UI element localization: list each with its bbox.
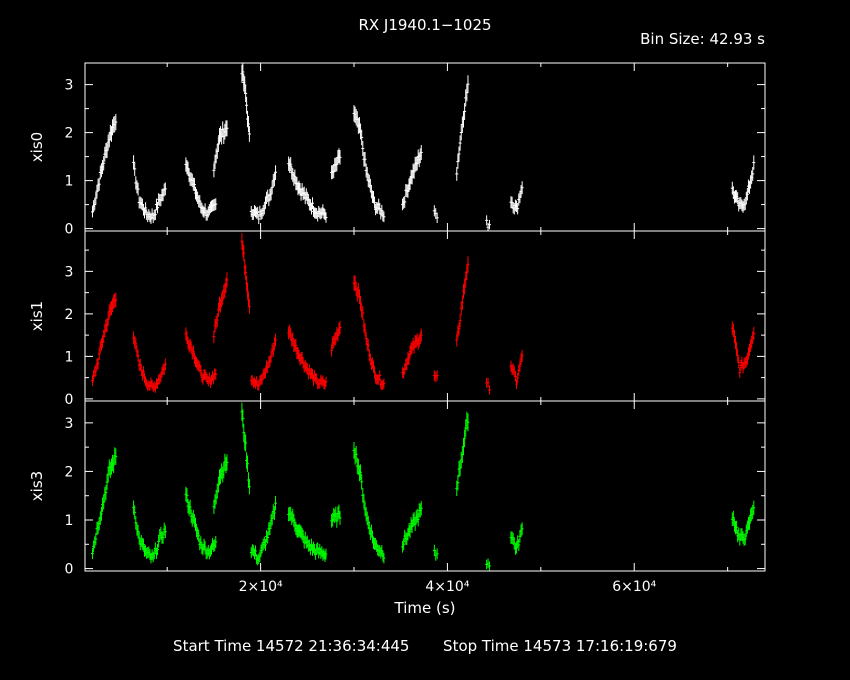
y-tick-label-xis3: 3 <box>65 416 74 432</box>
panel-frame-xis1 <box>84 230 766 402</box>
y-tick-label-xis3: 0 <box>65 562 74 578</box>
chart-title: RX J1940.1−1025 <box>358 16 492 34</box>
y-axis-label-xis0: xis0 <box>28 132 46 162</box>
y-axis-label-xis1: xis1 <box>28 301 46 331</box>
x-axis-label: Time (s) <box>394 599 456 617</box>
y-tick-label-xis3: 2 <box>65 464 74 480</box>
y-tick-label-xis3: 1 <box>65 513 74 529</box>
x-tick-label: 4×10⁴ <box>425 579 469 595</box>
y-tick-label-xis1: 1 <box>65 349 74 365</box>
y-tick-label-xis1: 2 <box>65 307 74 323</box>
x-tick-label: 2×10⁴ <box>239 579 283 595</box>
y-tick-label-xis0: 0 <box>65 222 74 238</box>
y-tick-label-xis0: 2 <box>65 126 74 142</box>
bin-size-label: Bin Size: 42.93 s <box>640 30 765 48</box>
y-tick-label-xis0: 3 <box>65 78 74 94</box>
x-tick-label: 6×10⁴ <box>612 579 656 595</box>
stop-time-label: Stop Time 14573 17:16:19:679 <box>443 637 677 655</box>
panel-frame-xis3 <box>84 400 766 572</box>
y-tick-label-xis0: 1 <box>65 174 74 190</box>
panel-frame-xis0 <box>84 62 766 232</box>
y-tick-label-xis1: 0 <box>65 392 74 408</box>
start-time-label: Start Time 14572 21:36:34:445 <box>173 637 410 655</box>
time-range-footer: Start Time 14572 21:36:34:445 Stop Time … <box>0 637 850 655</box>
y-axis-label-xis3: xis3 <box>28 471 46 501</box>
y-tick-label-xis1: 3 <box>65 264 74 280</box>
